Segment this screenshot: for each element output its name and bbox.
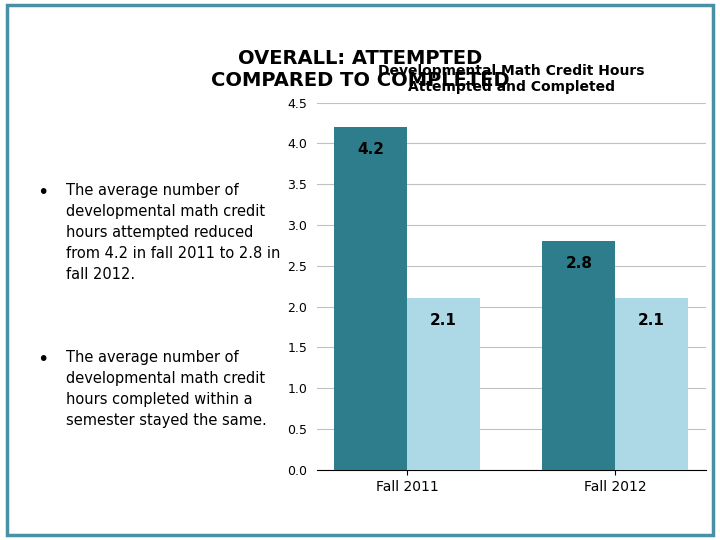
Text: •: • [37,183,49,202]
Text: The average number of
developmental math credit
hours completed within a
semeste: The average number of developmental math… [66,350,267,428]
Bar [408,299,480,470]
Bar [335,127,408,470]
Bar [542,241,615,470]
Text: The average number of
developmental math credit
hours attempted reduced
from 4.2: The average number of developmental math… [66,183,281,282]
Text: OVERALL: ATTEMPTED
COMPARED TO COMPLETED: OVERALL: ATTEMPTED COMPARED TO COMPLETED [211,49,509,90]
Text: 2.8: 2.8 [565,256,593,271]
Text: •: • [37,350,49,369]
Text: 4.2: 4.2 [357,142,384,157]
Bar [615,299,688,470]
Text: 2.1: 2.1 [638,313,665,328]
Text: 2.1: 2.1 [430,313,457,328]
Title: Developmental Math Credit Hours
Attempted and Completed: Developmental Math Credit Hours Attempte… [378,64,644,94]
